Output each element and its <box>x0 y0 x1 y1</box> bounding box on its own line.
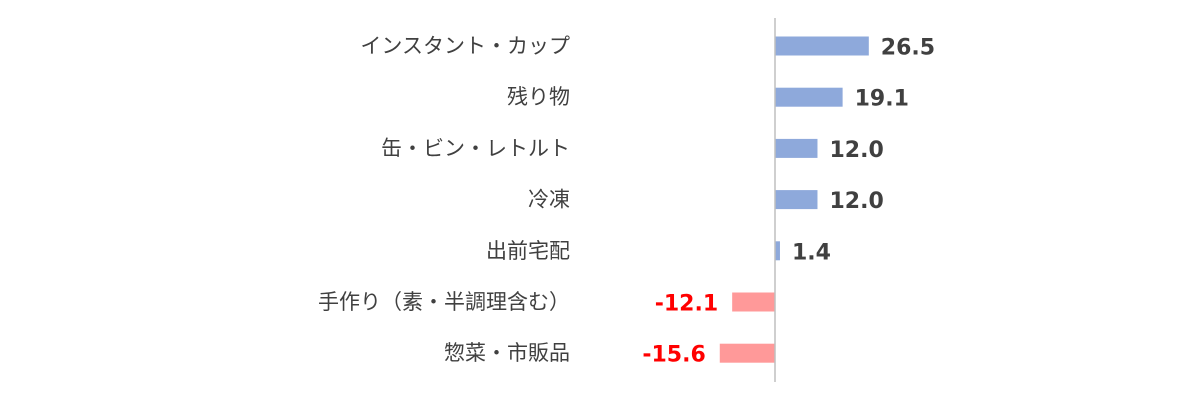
bar-positive <box>775 190 818 210</box>
bar-positive <box>775 241 780 261</box>
category-label: 惣菜・市販品 <box>444 341 570 365</box>
value-labels: 26.5 19.1 12.0 12.0 1.4 -12.1 -15.6 <box>642 36 935 368</box>
category-label: 残り物 <box>507 85 570 109</box>
value-label: -12.1 <box>655 292 718 317</box>
category-label: 出前宅配 <box>486 239 570 263</box>
bar-negative <box>732 292 775 312</box>
value-label: 19.1 <box>855 87 909 112</box>
bar-positive <box>775 138 818 158</box>
category-label: 冷凍 <box>528 188 570 212</box>
bar-positive <box>775 87 843 107</box>
category-labels: インスタント・カップ残り物缶・ビン・レトルト冷凍出前宅配手作り（素・半調理含む）… <box>318 34 570 365</box>
value-label: 26.5 <box>881 36 935 61</box>
bar-positive <box>775 36 869 56</box>
bars <box>719 36 869 363</box>
value-label: 1.4 <box>792 240 831 265</box>
category-label: 手作り（素・半調理含む） <box>318 290 570 314</box>
category-label: インスタント・カップ <box>360 34 570 58</box>
value-label: 12.0 <box>829 189 883 214</box>
value-label: -15.6 <box>642 343 705 368</box>
value-label: 12.0 <box>829 138 883 163</box>
bar-negative <box>719 343 775 363</box>
category-label: 缶・ビン・レトルト <box>381 136 570 160</box>
